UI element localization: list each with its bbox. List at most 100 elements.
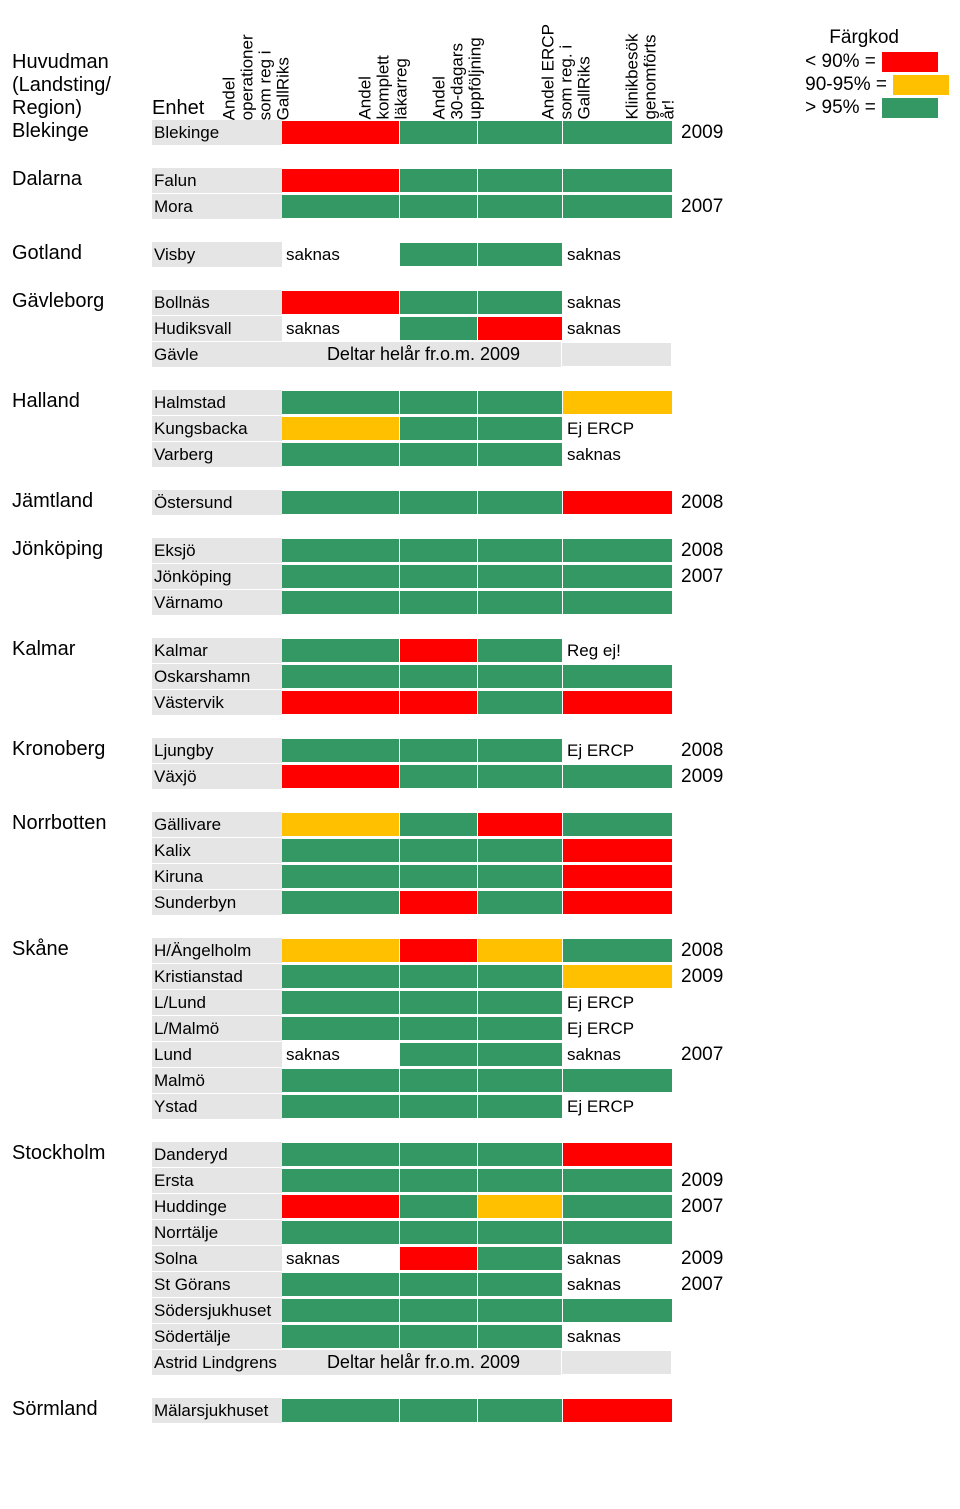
metric-cell xyxy=(478,664,562,689)
metric-cell xyxy=(400,490,477,515)
enhet-cell: Malmö xyxy=(152,1068,282,1093)
year-cell xyxy=(673,316,733,341)
enhet-cell: Eksjö xyxy=(152,538,282,563)
metric-cell xyxy=(563,1142,672,1167)
metric-cell: saknas xyxy=(282,316,399,341)
huvudman-label: Jämtland xyxy=(12,490,152,516)
metric-cell xyxy=(563,890,672,915)
year-cell xyxy=(673,390,733,415)
metric-cell xyxy=(563,812,672,837)
enhet-cell: H/Ängelholm xyxy=(152,938,282,963)
rows-container: H/Ängelholm2008Kristianstad2009L/LundEj … xyxy=(152,938,960,1120)
data-row: Bollnässaknas xyxy=(152,290,960,315)
metric-cell: saknas xyxy=(282,1042,399,1067)
year-cell xyxy=(672,342,732,367)
metric-cell xyxy=(282,1094,399,1119)
metric-cell xyxy=(282,390,399,415)
metric-cell xyxy=(562,1350,671,1375)
huvudman-label: Norrbotten xyxy=(12,812,152,916)
metric-cell xyxy=(478,120,562,145)
year-cell: 2009 xyxy=(673,1246,733,1271)
header-huvudman-l1: Huvudman xyxy=(12,51,152,74)
year-cell xyxy=(673,242,733,267)
metric-cell xyxy=(282,590,399,615)
metric-cell xyxy=(400,1194,477,1219)
year-cell: 2007 xyxy=(673,194,733,219)
header-row: Huvudman (Landsting/ Region) Enhet Andel… xyxy=(12,10,960,120)
metric-cell xyxy=(563,538,672,563)
enhet-cell: L/Lund xyxy=(152,990,282,1015)
group: NorrbottenGällivareKalixKirunaSunderbyn xyxy=(12,812,960,916)
enhet-cell: Östersund xyxy=(152,490,282,515)
data-row: Kalix xyxy=(152,838,960,863)
metric-cell xyxy=(478,490,562,515)
enhet-cell: Ystad xyxy=(152,1094,282,1119)
metric-cell xyxy=(478,194,562,219)
data-row: Kiruna xyxy=(152,864,960,889)
header-col3: Andeloperationersom reg iGallRiks xyxy=(221,34,292,120)
metric-cell xyxy=(400,1324,477,1349)
metric-cell xyxy=(563,864,672,889)
metric-cell xyxy=(400,1220,477,1245)
group: SörmlandMälarsjukhuset xyxy=(12,1398,960,1424)
metric-cell xyxy=(282,938,399,963)
enhet-cell: Kiruna xyxy=(152,864,282,889)
metric-cell xyxy=(282,120,399,145)
metric-cell xyxy=(478,738,562,763)
metric-cell xyxy=(563,168,672,193)
year-cell xyxy=(673,1094,733,1119)
metric-cell xyxy=(563,1168,672,1193)
group: BlekingeBlekinge2009 xyxy=(12,120,960,146)
metric-cell xyxy=(563,964,672,989)
metric-cell xyxy=(478,290,562,315)
metric-cell xyxy=(478,1142,562,1167)
data-row: Kristianstad2009 xyxy=(152,964,960,989)
metric-cell xyxy=(282,1194,399,1219)
huvudman-label: Sörmland xyxy=(12,1398,152,1424)
metric-cell xyxy=(282,1220,399,1245)
metric-cell xyxy=(282,1272,399,1297)
metric-cell xyxy=(478,1220,562,1245)
data-row: L/MalmöEj ERCP xyxy=(152,1016,960,1041)
legend-swatch xyxy=(882,52,938,72)
metric-cell: saknas xyxy=(563,1246,672,1271)
metric-cell xyxy=(282,538,399,563)
enhet-cell: Kalix xyxy=(152,838,282,863)
metric-cell xyxy=(282,638,399,663)
data-row: Danderyd xyxy=(152,1142,960,1167)
huvudman-label: Gävleborg xyxy=(12,290,152,368)
enhet-cell: Södersjukhuset xyxy=(152,1298,282,1323)
legend-title: Färgkod xyxy=(829,27,899,49)
rows-container: KalmarReg ej!OskarshamnVästervik xyxy=(152,638,960,716)
header-huvudman: Huvudman (Landsting/ Region) xyxy=(12,51,152,120)
data-row: H/Ängelholm2008 xyxy=(152,938,960,963)
metric-cell xyxy=(400,838,477,863)
group: KalmarKalmarReg ej!OskarshamnVästervik xyxy=(12,638,960,716)
group: JönköpingEksjö2008Jönköping2007Värnamo xyxy=(12,538,960,616)
span-note-cell: Deltar helår fr.o.m. 2009 xyxy=(282,1350,561,1375)
metric-cell xyxy=(400,168,477,193)
metric-cell xyxy=(400,1094,477,1119)
metric-cell xyxy=(478,638,562,663)
metric-cell xyxy=(563,1398,672,1423)
metric-cell xyxy=(400,990,477,1015)
enhet-cell: Astrid Lindgrens xyxy=(152,1350,282,1375)
data-row: Hudiksvallsaknassaknas xyxy=(152,316,960,341)
group: GävleborgBollnässaknasHudiksvallsaknassa… xyxy=(12,290,960,368)
header-col4: Andelkomplettläkarreg xyxy=(356,56,410,120)
metric-cell: saknas xyxy=(282,242,399,267)
data-row: Halmstad xyxy=(152,390,960,415)
data-row: Östersund2008 xyxy=(152,490,960,515)
metric-cell xyxy=(478,1272,562,1297)
metric-cell xyxy=(282,564,399,589)
year-cell xyxy=(673,590,733,615)
metric-cell xyxy=(282,764,399,789)
enhet-cell: Gävle xyxy=(152,342,282,367)
metric-cell xyxy=(563,490,672,515)
legend-swatch xyxy=(882,98,938,118)
metric-cell xyxy=(400,564,477,589)
metric-cell: saknas xyxy=(282,1246,399,1271)
enhet-cell: Falun xyxy=(152,168,282,193)
metric-cell xyxy=(478,690,562,715)
data-row: Värnamo xyxy=(152,590,960,615)
